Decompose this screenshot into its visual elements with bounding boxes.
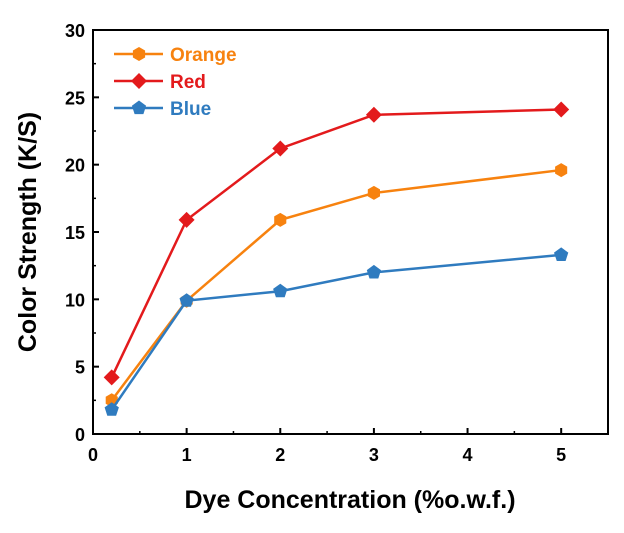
legend-label: Blue [170,99,211,120]
data-point [179,293,194,307]
y-tick-label: 30 [65,21,85,41]
x-tick-label: 1 [182,445,192,465]
legend-item-red: Red [114,72,206,93]
data-point [367,185,380,200]
data-point [273,283,288,298]
data-point [366,264,381,279]
y-tick-label: 5 [75,358,85,378]
series-line [110,108,562,378]
legend-marker [131,100,147,115]
data-point [274,212,287,227]
data-point [104,402,119,416]
x-tick-label: 5 [556,445,566,465]
legend-label: Orange [170,45,237,66]
series-orange [105,163,568,408]
legend-item-orange: Orange [114,45,237,66]
y-tick-label: 20 [65,156,85,176]
x-tick-label: 0 [88,445,98,465]
data-point [555,163,568,178]
x-tick-label: 4 [463,445,473,465]
y-tick-label: 15 [65,223,85,243]
data-point [553,101,570,118]
series-line [110,253,562,411]
y-tick-label: 0 [75,425,85,445]
legend-marker [131,73,147,89]
series-line [110,168,562,402]
data-point [554,247,569,261]
legend-item-blue: Blue [114,99,211,120]
legend-label: Red [170,72,206,93]
y-tick-label: 25 [65,88,85,108]
y-tick-label: 10 [65,290,85,310]
data-point [365,106,382,123]
x-tick-label: 3 [369,445,379,465]
x-axis-label: Dye Concentration (%o.w.f.) [184,486,515,514]
series-blue [104,247,569,416]
legend-marker [132,47,146,61]
y-axis-label: Color Strength (K/S) [14,112,42,352]
x-tick-label: 2 [275,445,285,465]
series-red [103,101,570,386]
data-point [178,211,195,228]
data-point [103,369,120,386]
data-point [272,140,289,157]
